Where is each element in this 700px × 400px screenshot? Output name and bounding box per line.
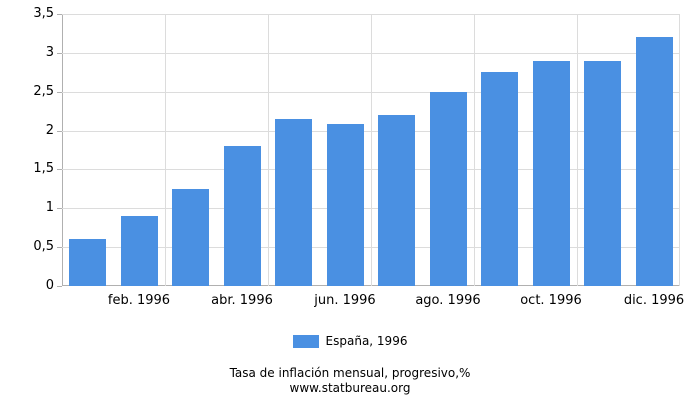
bar <box>481 72 518 286</box>
gridline-vertical <box>679 14 680 286</box>
chart-source: www.statbureau.org <box>289 381 411 395</box>
gridline-vertical <box>165 14 166 286</box>
bar <box>430 92 467 286</box>
bar <box>327 124 364 286</box>
y-tick-label: 2,5 <box>33 84 54 99</box>
y-tick-mark <box>57 286 62 287</box>
bar <box>275 119 312 286</box>
y-tick-label: 3,5 <box>33 6 54 21</box>
y-tick-label: 2 <box>45 123 54 138</box>
y-tick-mark <box>57 92 62 93</box>
x-tick-label: dic. 1996 <box>623 293 685 308</box>
gridline-vertical <box>577 14 578 286</box>
bar <box>69 239 106 286</box>
y-tick-label: 3 <box>45 45 54 60</box>
legend: España, 1996 <box>0 334 700 348</box>
y-tick-mark <box>57 169 62 170</box>
x-tick-label: feb. 1996 <box>107 293 171 308</box>
y-tick-mark <box>57 131 62 132</box>
bar <box>584 61 621 286</box>
y-tick-mark <box>57 208 62 209</box>
gridline-vertical <box>474 14 475 286</box>
y-tick-mark <box>57 14 62 15</box>
bar <box>224 146 261 286</box>
chart-title: Tasa de inflación mensual, progresivo,% <box>229 366 471 380</box>
y-tick-label: 1 <box>45 200 54 215</box>
bar <box>378 115 415 286</box>
y-tick-label: 0,5 <box>33 239 54 254</box>
bar <box>636 37 673 286</box>
plot-area <box>62 14 680 286</box>
bar <box>121 216 158 286</box>
y-tick-mark <box>57 53 62 54</box>
gridline-vertical <box>371 14 372 286</box>
x-tick-label: abr. 1996 <box>211 293 273 308</box>
y-tick-mark <box>57 247 62 248</box>
y-tick-label: 1,5 <box>33 161 54 176</box>
legend-label: España, 1996 <box>325 334 408 348</box>
x-tick-label: jun. 1996 <box>314 293 376 308</box>
x-tick-label: oct. 1996 <box>520 293 582 308</box>
bar <box>172 189 209 286</box>
legend-swatch <box>292 334 319 348</box>
x-tick-label: ago. 1996 <box>415 293 481 308</box>
y-tick-label: 0 <box>45 278 54 293</box>
bar <box>533 61 570 286</box>
y-axis-line <box>62 14 63 286</box>
gridline-vertical <box>268 14 269 286</box>
